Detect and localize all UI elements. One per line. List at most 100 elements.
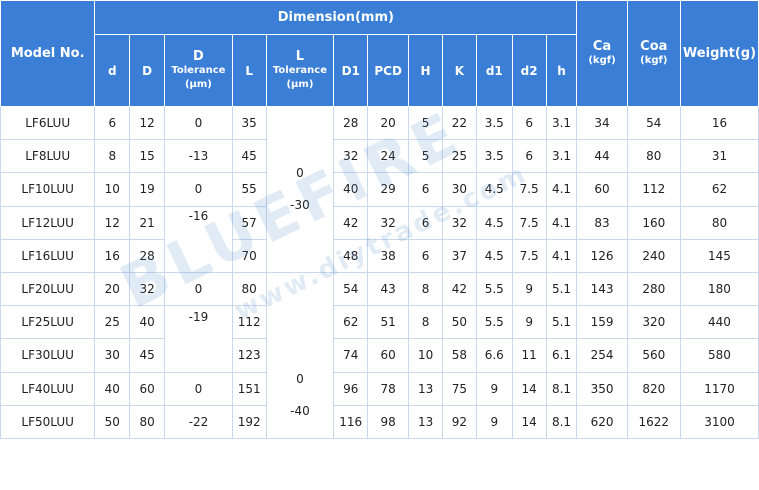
- header-ca-unit: (kgf): [588, 55, 616, 66]
- cell-d-tol-lower: -19: [164, 305, 233, 373]
- cell-h: 3.1: [545, 139, 578, 174]
- cell-PCD: 29: [367, 172, 410, 207]
- cell-d1: 3.5: [475, 105, 513, 141]
- cell-d1: 6.6: [475, 338, 513, 373]
- cell-weight: 180: [679, 271, 759, 307]
- cell-PCD: 78: [367, 371, 410, 406]
- header-coa-label: Coa: [640, 39, 668, 54]
- table-row: LF20LUU 20 32 0 80 0 -40 54 43 8 42 5.5 …: [0, 271, 759, 440]
- cell-d-tol-upper: 0: [164, 172, 233, 207]
- cell-coa: 54: [626, 105, 681, 141]
- header-d-tol-unit: (μm): [184, 79, 212, 90]
- cell-D: 80: [129, 404, 166, 440]
- cell-H: 13: [408, 404, 443, 440]
- cell-D1: 32: [333, 139, 369, 174]
- cell-d1: 9: [475, 404, 513, 440]
- cell-coa: 320: [626, 305, 681, 340]
- header-PCD: PCD: [367, 34, 410, 107]
- cell-coa: 240: [626, 238, 681, 273]
- cell-D1: 74: [333, 338, 369, 373]
- table-row: LF50LUU 50 80 -22 192 116 98 13 92 9 14 …: [0, 404, 759, 440]
- cell-PCD: 38: [367, 238, 410, 273]
- header-l-tol-unit: (μm): [286, 79, 314, 90]
- cell-weight: 1170: [679, 371, 759, 406]
- cell-L: 57: [231, 205, 267, 240]
- table-row: LF40LUU 40 60 0 151 96 78 13 75 9 14 8.1…: [0, 371, 759, 406]
- cell-l-tol-lower: -30: [290, 198, 310, 213]
- cell-d: 20: [94, 271, 131, 307]
- cell-d1: 5.5: [475, 305, 513, 340]
- header-weight: Weight(g): [679, 0, 759, 107]
- cell-D: 21: [129, 205, 166, 240]
- cell-weight: 16: [679, 105, 759, 141]
- header-H: H: [408, 34, 443, 107]
- cell-h: 6.1: [545, 338, 578, 373]
- cell-ca: 143: [576, 271, 628, 307]
- cell-weight: 440: [679, 305, 759, 340]
- cell-L: 192: [231, 404, 267, 440]
- cell-D: 12: [129, 105, 166, 141]
- cell-weight: 580: [679, 338, 759, 373]
- header-l-tolerance: L Tolerance (μm): [265, 34, 335, 107]
- cell-l-tol-lower: -40: [290, 404, 310, 419]
- cell-K: 30: [442, 172, 477, 207]
- cell-D: 60: [129, 371, 166, 406]
- cell-D1: 42: [333, 205, 369, 240]
- cell-d2: 6: [511, 139, 547, 174]
- cell-d: 6: [94, 105, 131, 141]
- cell-model: LF20LUU: [0, 271, 96, 307]
- cell-h: 4.1: [545, 172, 578, 207]
- header-coa-unit: (kgf): [640, 55, 668, 66]
- cell-model: LF50LUU: [0, 404, 96, 440]
- cell-D1: 96: [333, 371, 369, 406]
- cell-coa: 820: [626, 371, 681, 406]
- cell-d2: 9: [511, 305, 547, 340]
- cell-model: LF40LUU: [0, 371, 96, 406]
- cell-ca: 44: [576, 139, 628, 174]
- cell-model: LF30LUU: [0, 338, 96, 373]
- header-d-tol-top: D: [193, 49, 204, 64]
- table-row: LF10LUU 10 19 0 55 40 29 6 30 4.5 7.5 4.…: [0, 172, 759, 207]
- cell-ca: 60: [576, 172, 628, 207]
- cell-d2: 14: [511, 371, 547, 406]
- cell-d2: 11: [511, 338, 547, 373]
- header-d: d: [94, 34, 131, 107]
- cell-K: 22: [442, 105, 477, 141]
- cell-d-tol-lower: -22: [164, 404, 233, 440]
- cell-H: 6: [408, 172, 443, 207]
- cell-L: 80: [231, 271, 267, 307]
- cell-h: 5.1: [545, 271, 578, 307]
- cell-coa: 80: [626, 139, 681, 174]
- cell-ca: 126: [576, 238, 628, 273]
- cell-d: 12: [94, 205, 131, 240]
- table-row: LF12LUU 12 21 -16 57 42 32 6 32 4.5 7.5 …: [0, 205, 759, 273]
- table-row: LF30LUU 30 45 123 74 60 10 58 6.6 11 6.1…: [0, 338, 759, 373]
- cell-ca: 83: [576, 205, 628, 240]
- header-d-tol-label: Tolerance: [171, 65, 226, 76]
- header-K: K: [442, 34, 477, 107]
- cell-model: LF8LUU: [0, 139, 96, 174]
- cell-d: 10: [94, 172, 131, 207]
- cell-d2: 7.5: [511, 172, 547, 207]
- cell-PCD: 20: [367, 105, 410, 141]
- cell-K: 32: [442, 205, 477, 240]
- cell-L: 112: [231, 305, 267, 340]
- cell-K: 58: [442, 338, 477, 373]
- cell-h: 4.1: [545, 238, 578, 273]
- cell-l-tol-upper: 0: [296, 166, 304, 181]
- cell-PCD: 98: [367, 404, 410, 440]
- cell-d1: 4.5: [475, 205, 513, 240]
- cell-ca: 34: [576, 105, 628, 141]
- cell-d1: 3.5: [475, 139, 513, 174]
- header-l-tol-top: L: [295, 49, 305, 64]
- cell-D: 45: [129, 338, 166, 373]
- cell-H: 5: [408, 139, 443, 174]
- cell-d: 16: [94, 238, 131, 273]
- cell-D1: 116: [333, 404, 369, 440]
- cell-D1: 54: [333, 271, 369, 307]
- cell-L: 35: [231, 105, 267, 141]
- cell-H: 13: [408, 371, 443, 406]
- table-row: LF6LUU 6 12 0 35 0 -30 28 20 5 22 3.5 6 …: [0, 105, 759, 273]
- cell-d: 50: [94, 404, 131, 440]
- cell-D1: 62: [333, 305, 369, 340]
